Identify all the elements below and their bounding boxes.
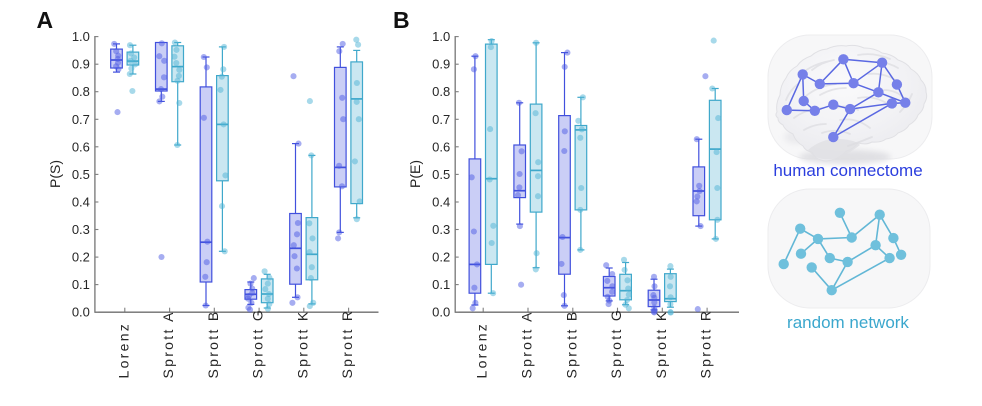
svg-text:0.0: 0.0 [72, 305, 90, 320]
svg-text:0.2: 0.2 [432, 250, 450, 265]
svg-text:Sprott A: Sprott A [519, 310, 535, 378]
svg-text:1.0: 1.0 [72, 29, 90, 44]
svg-text:0.8: 0.8 [72, 84, 90, 99]
svg-text:0.1: 0.1 [432, 277, 450, 292]
svg-text:0.3: 0.3 [432, 222, 450, 237]
svg-text:0.8: 0.8 [432, 84, 450, 99]
svg-text:Sprott A: Sprott A [160, 310, 176, 378]
svg-text:0.3: 0.3 [72, 222, 90, 237]
svg-text:Lorenz: Lorenz [474, 322, 490, 379]
svg-text:0.2: 0.2 [72, 250, 90, 265]
svg-text:0.5: 0.5 [432, 167, 450, 182]
svg-text:0.4: 0.4 [72, 195, 90, 210]
svg-text:Sprott K: Sprott K [294, 310, 310, 379]
svg-text:Sprott B: Sprott B [205, 310, 221, 379]
svg-text:A: A [37, 7, 54, 33]
svg-text:Lorenz: Lorenz [115, 322, 131, 379]
svg-text:Sprott R: Sprott R [339, 309, 355, 379]
svg-text:0.9: 0.9 [72, 57, 90, 72]
svg-text:0.1: 0.1 [72, 277, 90, 292]
svg-text:0.0: 0.0 [432, 305, 450, 320]
svg-text:0.9: 0.9 [432, 57, 450, 72]
svg-text:human connectome: human connectome [773, 161, 922, 180]
svg-text:B: B [393, 7, 410, 33]
svg-text:Sprott K: Sprott K [653, 310, 669, 379]
svg-text:0.5: 0.5 [72, 167, 90, 182]
svg-text:1.0: 1.0 [432, 29, 450, 44]
svg-text:random network: random network [787, 313, 909, 332]
svg-text:0.6: 0.6 [432, 139, 450, 154]
svg-text:Sprott G: Sprott G [250, 308, 266, 379]
svg-text:Sprott G: Sprott G [608, 308, 624, 379]
svg-text:0.6: 0.6 [72, 139, 90, 154]
svg-text:0.7: 0.7 [432, 112, 450, 127]
svg-text:P(S): P(S) [47, 160, 63, 188]
svg-text:Sprott B: Sprott B [563, 310, 579, 379]
svg-text:0.7: 0.7 [72, 112, 90, 127]
svg-text:Sprott R: Sprott R [698, 309, 714, 379]
svg-text:0.4: 0.4 [432, 195, 450, 210]
svg-text:P(E): P(E) [407, 160, 423, 188]
